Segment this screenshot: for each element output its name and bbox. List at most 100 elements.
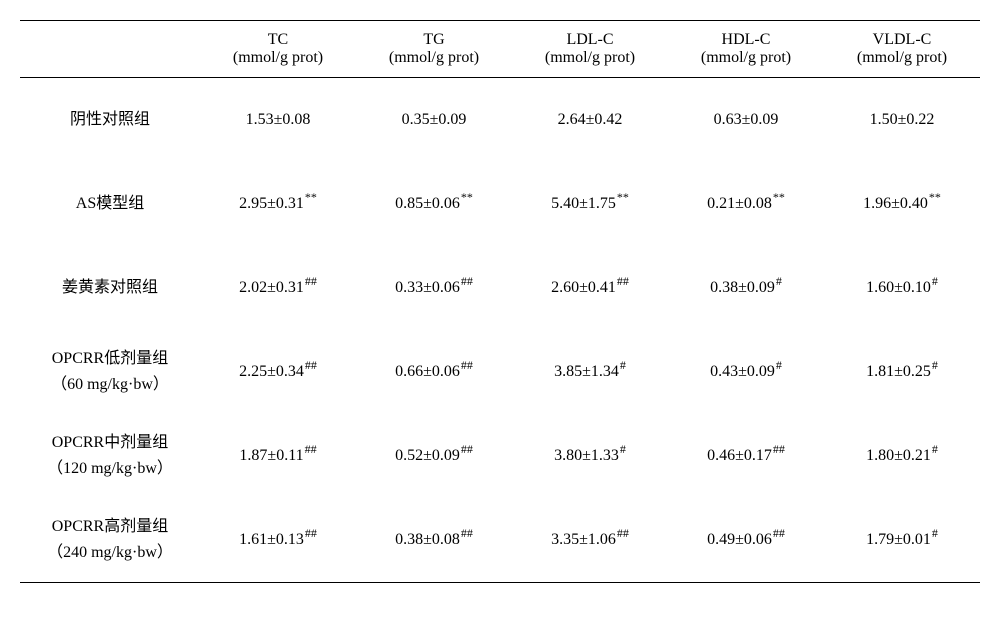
col-header-unit: (mmol/g prot) — [512, 49, 668, 78]
cell-value: 2.95±0.31 — [239, 195, 304, 212]
data-cell: 3.35±1.06## — [512, 498, 668, 583]
data-cell: 0.38±0.08## — [356, 498, 512, 583]
cell-value: 1.79±0.01 — [866, 531, 931, 548]
table-row: 阴性对照组 1.53±0.08 0.35±0.09 2.64±0.42 0.63±0.0… — [20, 78, 980, 163]
cell-sup: # — [931, 358, 938, 372]
row-label: OPCRR高剂量组 — [52, 518, 168, 535]
data-cell: 1.61±0.13## — [200, 498, 356, 583]
cell-sup: ** — [304, 190, 317, 204]
cell-sup: ## — [772, 526, 785, 540]
cell-sup: # — [931, 274, 938, 288]
data-cell: 1.60±0.10# — [824, 246, 980, 330]
cell-value: 2.64±0.42 — [558, 111, 623, 128]
table-row: OPCRR中剂量组（120 mg/kg·bw）1.87±0.11##0.52±0… — [20, 414, 980, 498]
col-header-unit: (mmol/g prot) — [356, 49, 512, 78]
cell-value: 0.66±0.06 — [395, 363, 460, 380]
cell-sup: ## — [460, 442, 473, 456]
cell-value: 1.80±0.21 — [866, 447, 931, 464]
cell-sup: ## — [616, 526, 629, 540]
row-label-cell: 姜黄素对照组 — [20, 246, 200, 330]
data-cell: 0.38±0.09# — [668, 246, 824, 330]
table-body: 阴性对照组 1.53±0.08 0.35±0.09 2.64±0.42 0.63±0.0… — [20, 78, 980, 583]
cell-value: 0.49±0.06 — [707, 531, 772, 548]
cell-value: 1.50±0.22 — [870, 111, 935, 128]
data-cell: 0.46±0.17## — [668, 414, 824, 498]
data-table: TC TG LDL-C HDL-C VLDL-C (mmol/g prot) (… — [20, 20, 980, 583]
row-sublabel: （120 mg/kg·bw） — [20, 456, 200, 482]
col-header-unit: (mmol/g prot) — [200, 49, 356, 78]
cell-value: 1.53±0.08 — [246, 111, 311, 128]
cell-sup: ## — [304, 358, 317, 372]
data-cell: 0.49±0.06## — [668, 498, 824, 583]
cell-sup: # — [775, 274, 782, 288]
data-cell: 3.80±1.33# — [512, 414, 668, 498]
cell-value: 0.85±0.06 — [395, 195, 460, 212]
cell-value: 0.38±0.08 — [395, 531, 460, 548]
table-header-row: TC TG LDL-C HDL-C VLDL-C — [20, 21, 980, 50]
col-header-blank — [20, 21, 200, 50]
col-header-name: HDL-C — [668, 21, 824, 50]
row-label: AS模型组 — [76, 195, 144, 212]
cell-value: 3.80±1.33 — [554, 447, 619, 464]
table-row: OPCRR低剂量组（60 mg/kg·bw）2.25±0.34## 0.66±0.… — [20, 330, 980, 414]
cell-value: 1.87±0.11 — [239, 447, 303, 464]
cell-value: 3.35±1.06 — [551, 531, 616, 548]
cell-value: 0.43±0.09 — [710, 363, 775, 380]
cell-sup: # — [931, 442, 938, 456]
data-cell: 0.43±0.09# — [668, 330, 824, 414]
cell-value: 0.33±0.06 — [395, 279, 460, 296]
data-cell: 1.87±0.11## — [200, 414, 356, 498]
col-header-name: TG — [356, 21, 512, 50]
cell-sup: ## — [304, 526, 317, 540]
table-unit-row: (mmol/g prot) (mmol/g prot) (mmol/g prot… — [20, 49, 980, 78]
cell-value: 1.61±0.13 — [239, 531, 304, 548]
cell-value: 0.38±0.09 — [710, 279, 775, 296]
row-label: 阴性对照组 — [70, 111, 150, 128]
cell-value: 0.21±0.08 — [707, 195, 772, 212]
cell-sup: ** — [460, 190, 473, 204]
data-cell: 1.80±0.21# — [824, 414, 980, 498]
cell-value: 0.63±0.09 — [714, 111, 779, 128]
cell-sup: ## — [304, 274, 317, 288]
col-header-name: TC — [200, 21, 356, 50]
col-header-name: LDL-C — [512, 21, 668, 50]
data-cell: 0.63±0.09 — [668, 78, 824, 163]
data-cell: 2.25±0.34## — [200, 330, 356, 414]
row-label-cell: OPCRR低剂量组（60 mg/kg·bw） — [20, 330, 200, 414]
table-row: 姜黄素对照组2.02±0.31##0.33±0.06##2.60±0.41##0… — [20, 246, 980, 330]
cell-sup: # — [619, 358, 626, 372]
cell-sup: ## — [616, 274, 629, 288]
row-label-cell: OPCRR中剂量组 （120 mg/kg·bw） — [20, 414, 200, 498]
data-cell: 3.85±1.34# — [512, 330, 668, 414]
cell-sup: # — [931, 526, 938, 540]
data-cell: 2.95±0.31** — [200, 162, 356, 246]
col-unit-blank — [20, 49, 200, 78]
cell-value: 1.96±0.40 — [863, 195, 928, 212]
data-cell: 0.33±0.06## — [356, 246, 512, 330]
row-label-cell: AS模型组 — [20, 162, 200, 246]
data-cell: 1.81±0.25# — [824, 330, 980, 414]
data-cell: 0.85±0.06** — [356, 162, 512, 246]
data-cell: 1.79±0.01# — [824, 498, 980, 583]
data-cell: 2.02±0.31## — [200, 246, 356, 330]
cell-sup: ** — [772, 190, 785, 204]
data-cell: 0.21±0.08** — [668, 162, 824, 246]
row-label: OPCRR低剂量组 — [52, 350, 168, 367]
data-cell: 0.52±0.09## — [356, 414, 512, 498]
table-row: OPCRR高剂量组（240 mg/kg·bw）1.61±0.13##0.38±0… — [20, 498, 980, 583]
row-label-cell: OPCRR高剂量组（240 mg/kg·bw） — [20, 498, 200, 583]
data-cell: 0.35±0.09 — [356, 78, 512, 163]
cell-sup: ** — [616, 190, 629, 204]
row-label: 姜黄素对照组 — [62, 279, 158, 296]
col-header-unit: (mmol/g prot) — [824, 49, 980, 78]
data-cell: 1.50±0.22 — [824, 78, 980, 163]
cell-sup: ## — [304, 442, 317, 456]
cell-value: 5.40±1.75 — [551, 195, 616, 212]
cell-value: 3.85±1.34 — [554, 363, 619, 380]
row-label: OPCRR中剂量组 — [52, 434, 168, 451]
cell-value: 0.52±0.09 — [395, 447, 460, 464]
cell-sup: ** — [928, 190, 941, 204]
data-cell: 2.64±0.42 — [512, 78, 668, 163]
cell-value: 0.46±0.17 — [707, 447, 772, 464]
data-cell: 5.40±1.75** — [512, 162, 668, 246]
